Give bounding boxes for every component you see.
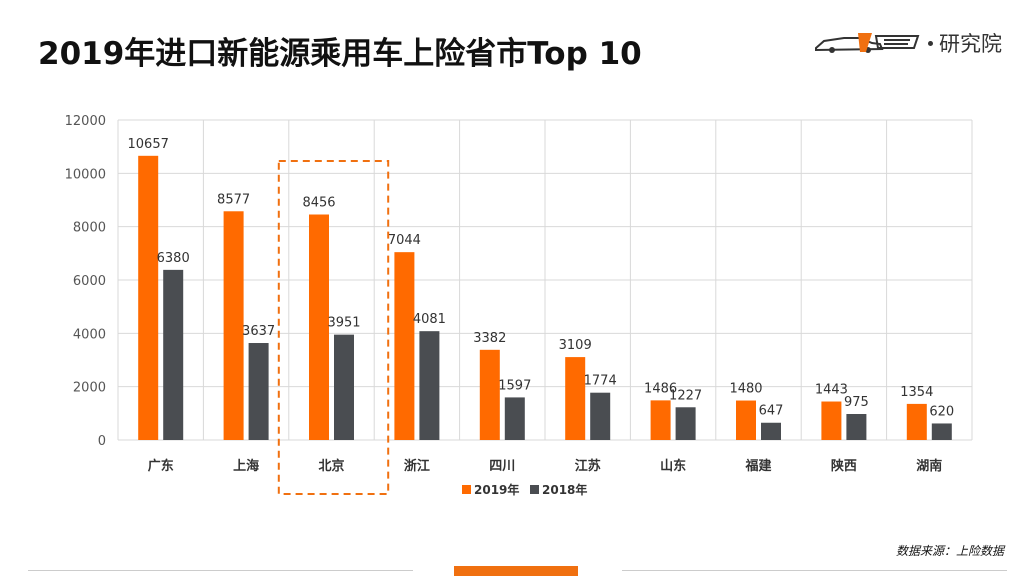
data-label: 647 (759, 404, 784, 419)
footer-divider-left (28, 570, 413, 571)
data-label: 3637 (242, 324, 275, 339)
data-label: 7044 (388, 233, 421, 248)
bar-2018 (846, 414, 867, 440)
logo-text: 研究院 (939, 32, 1002, 56)
legend-swatch (530, 485, 539, 494)
data-label: 3382 (473, 331, 506, 346)
data-label: 8577 (217, 192, 250, 207)
bar-2018 (163, 269, 184, 440)
legend-swatch (462, 485, 471, 494)
bar-2019 (479, 349, 500, 440)
data-label: 3109 (559, 338, 592, 353)
bar-2019 (223, 211, 244, 440)
y-tick-label: 8000 (73, 221, 106, 236)
data-label: 6380 (157, 251, 190, 266)
data-label: 8456 (302, 196, 335, 211)
data-label: 1227 (669, 388, 702, 403)
x-tick-label: 福建 (744, 458, 771, 474)
x-tick-label: 湖南 (916, 458, 942, 474)
y-tick-label: 4000 (73, 327, 106, 342)
data-label: 4081 (413, 312, 446, 327)
data-label: 620 (929, 404, 954, 419)
data-label: 1597 (498, 378, 531, 393)
bar-2018 (931, 423, 952, 440)
data-label: 10657 (128, 137, 169, 152)
data-label: 1486 (644, 381, 677, 396)
bar-2018 (419, 331, 440, 440)
legend-label: 2018年 (542, 482, 587, 497)
x-tick-label: 广东 (148, 458, 174, 474)
bar-2018 (504, 397, 525, 440)
page-title: 2019年进口新能源乘用车上险省市Top 10 (38, 36, 642, 72)
data-label: 1443 (815, 383, 848, 398)
bar-2019 (138, 155, 159, 440)
x-tick-label: 北京 (318, 458, 344, 474)
bar-2018 (590, 392, 611, 440)
bar-2019 (821, 401, 842, 440)
bar-2019 (309, 214, 329, 440)
y-tick-label: 6000 (73, 274, 106, 289)
bar-2018 (334, 334, 354, 440)
highlight-box (277, 160, 390, 495)
logo-separator-dot (928, 40, 933, 46)
x-tick-label: 山东 (660, 458, 686, 474)
footer-accent-bar (454, 566, 578, 576)
bar-2018 (761, 422, 781, 440)
x-tick-label: 浙江 (404, 458, 430, 474)
bar-2018 (675, 407, 696, 440)
bar-2019 (650, 400, 671, 440)
y-tick-label: 10000 (65, 167, 106, 182)
data-label: 1774 (584, 374, 617, 389)
brand-logo: 研究院 (814, 30, 1002, 56)
bar-2019 (736, 400, 756, 440)
x-tick-label: 江苏 (575, 458, 601, 474)
y-tick-label: 2000 (73, 381, 106, 396)
data-source-note: 数据来源：上险数据 (895, 544, 1004, 558)
car-brand-logo-icon (815, 33, 920, 53)
bar-2019 (565, 357, 586, 440)
bar-2019 (906, 403, 927, 440)
x-tick-label: 四川 (489, 459, 515, 474)
y-tick-label: 12000 (65, 114, 106, 129)
footer-divider-right (622, 570, 1007, 571)
x-tick-label: 陕西 (831, 458, 857, 474)
data-label: 975 (844, 395, 869, 410)
x-tick-label: 上海 (233, 458, 259, 474)
data-label: 1480 (729, 382, 762, 397)
y-tick-label: 0 (98, 434, 106, 449)
data-label: 1354 (900, 385, 933, 400)
legend-label: 2019年 (474, 482, 519, 497)
bar-2018 (248, 343, 269, 440)
data-label: 3951 (327, 316, 360, 331)
bar-2019 (394, 252, 415, 440)
